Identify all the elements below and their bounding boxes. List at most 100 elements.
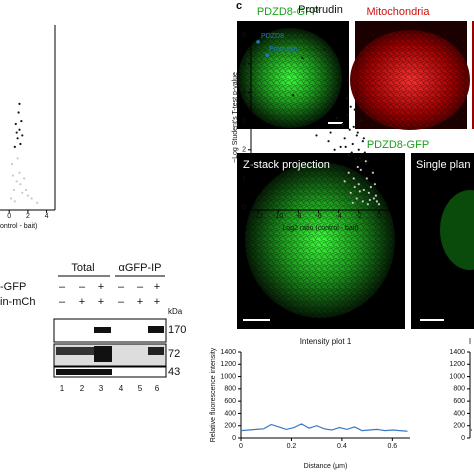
point xyxy=(256,40,260,44)
y-tick-label: 1400 xyxy=(220,349,236,356)
sign: – xyxy=(118,296,125,308)
sign: – xyxy=(59,296,66,308)
point xyxy=(356,131,359,134)
point xyxy=(353,108,356,111)
band xyxy=(148,347,164,355)
point xyxy=(361,140,364,143)
sign: + xyxy=(98,281,104,293)
western-blot xyxy=(53,275,167,378)
y-tick-label: 600 xyxy=(224,398,236,405)
x-tick-label: -12 xyxy=(253,213,263,220)
point xyxy=(351,201,354,204)
image-label: PDZD8-GFP xyxy=(367,139,429,151)
point-label: PDZD8 xyxy=(261,33,284,40)
y-tick-label: 6 xyxy=(242,32,246,39)
marker: 72 xyxy=(168,348,180,360)
x-tick-label: 4 xyxy=(45,213,49,220)
point xyxy=(357,148,360,151)
x-tick-label: -2 xyxy=(356,213,362,220)
line xyxy=(469,428,473,431)
point xyxy=(352,177,355,180)
point xyxy=(331,102,334,105)
kda-label: kDa xyxy=(168,307,183,316)
point xyxy=(355,134,358,137)
point xyxy=(13,145,16,148)
row-label: -GFP xyxy=(0,281,26,293)
point xyxy=(24,188,28,192)
point xyxy=(374,194,377,197)
point xyxy=(23,177,26,180)
chart-title: I xyxy=(469,337,471,346)
point xyxy=(323,48,326,51)
y-tick-label: 1 xyxy=(242,175,246,182)
point xyxy=(344,145,347,148)
x-tick-label: -8 xyxy=(295,213,301,220)
point xyxy=(15,131,18,134)
point xyxy=(347,154,350,157)
point xyxy=(375,200,379,203)
point xyxy=(21,191,24,194)
point-label: Protrudin xyxy=(269,46,298,53)
point xyxy=(356,165,359,169)
point xyxy=(329,131,332,134)
point xyxy=(36,201,39,204)
point xyxy=(366,203,369,206)
sign: + xyxy=(154,296,160,308)
point xyxy=(357,183,360,186)
point xyxy=(347,171,350,174)
micrograph-edge xyxy=(472,21,474,129)
row-label: in-mCh xyxy=(0,296,35,308)
band xyxy=(148,326,164,333)
y-tick-label: 800 xyxy=(453,386,465,393)
y-tick-label: 1000 xyxy=(449,373,465,380)
sign: + xyxy=(154,281,160,293)
x-tick-label: -4 xyxy=(336,213,342,220)
point xyxy=(14,122,17,126)
image-label: PDZD8-GFP xyxy=(257,6,319,18)
point xyxy=(354,157,357,160)
point xyxy=(338,82,341,85)
y-axis-label: −Log Student's T-test p-value xyxy=(232,72,239,163)
group-label: Total xyxy=(71,262,94,274)
image-label: Z-stack projection xyxy=(243,159,330,171)
point xyxy=(292,94,295,97)
point xyxy=(366,160,369,163)
y-tick-label: 1200 xyxy=(449,361,465,368)
point xyxy=(365,177,368,180)
chart: 0 2 4 ontrol - bait) xyxy=(0,25,56,230)
x-tick-label: 0.4 xyxy=(337,443,347,450)
sign: + xyxy=(137,296,143,308)
point xyxy=(301,56,304,60)
cell xyxy=(440,190,474,270)
point xyxy=(359,119,362,123)
point xyxy=(363,151,366,154)
y-tick-label: 1000 xyxy=(220,373,236,380)
point xyxy=(9,197,13,200)
point xyxy=(343,137,346,140)
point xyxy=(353,185,356,189)
chart-title: Intensity plot 1 xyxy=(300,337,352,346)
point xyxy=(362,188,365,192)
point xyxy=(11,174,15,177)
point xyxy=(21,134,24,137)
sign: + xyxy=(98,296,104,308)
texture xyxy=(237,153,405,329)
chart: Protrudin 0 1 2 3 4 5 6 -12 -10 -8 -6 -4 -2 0 Log2 rati… xyxy=(232,4,390,232)
point xyxy=(265,53,269,57)
x-tick-label: -10 xyxy=(273,213,283,220)
texture xyxy=(355,21,467,129)
band xyxy=(94,346,112,362)
point xyxy=(367,191,370,194)
point xyxy=(16,137,19,140)
point xyxy=(10,163,14,166)
texture xyxy=(237,21,349,129)
line xyxy=(240,423,408,432)
x-tick-label: 0.2 xyxy=(287,443,297,450)
point xyxy=(13,200,16,203)
lane-number: 2 xyxy=(80,384,85,393)
y-tick-label: 800 xyxy=(224,386,236,393)
point xyxy=(348,128,351,131)
chart: I 0 200 400 600 800 1000 1200 1400 xyxy=(449,337,473,442)
point xyxy=(361,200,364,203)
